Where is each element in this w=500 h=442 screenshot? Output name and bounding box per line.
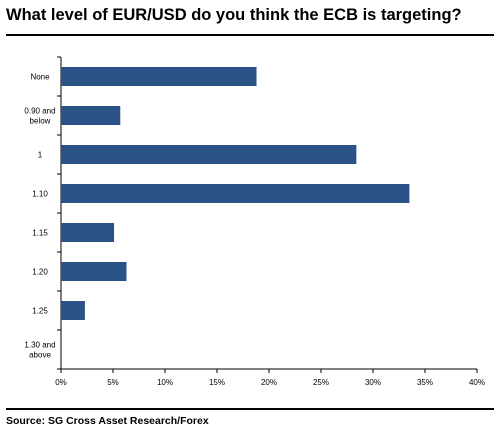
bar: [61, 262, 127, 281]
x-tick-label: 10%: [157, 378, 173, 387]
x-tick-label: 35%: [417, 378, 433, 387]
category-label: None: [30, 73, 50, 82]
category-label: 0.90 and below: [24, 107, 55, 126]
bar: [61, 145, 357, 164]
category-label: 1.10: [32, 190, 48, 199]
bar: [61, 301, 85, 320]
category-label: 1.30 and above: [24, 341, 55, 360]
bar: [61, 67, 257, 86]
x-tick-label: 30%: [365, 378, 381, 387]
source-note: Source: SG Cross Asset Research/Forex: [6, 415, 209, 427]
category-label: 1.25: [32, 307, 48, 316]
category-labels: None 0.90 and below 1 1.10 1.15 1.20 1.25 1.30 a…: [24, 73, 55, 360]
chart-title: What level of EUR/USD do you think the E…: [6, 6, 462, 24]
source-rule: [6, 408, 494, 410]
bar: [61, 223, 115, 242]
x-tick-label: 0%: [55, 378, 67, 387]
category-label: 1.20: [32, 268, 48, 277]
x-tick-label: 20%: [261, 378, 277, 387]
x-tick-label: 5%: [107, 378, 119, 387]
title-rule: [6, 34, 494, 36]
chart-axes: [57, 56, 478, 373]
category-label: 1: [38, 151, 43, 160]
category-label: 1.15: [32, 229, 48, 238]
x-tick-label: 25%: [313, 378, 329, 387]
x-tick-labels: 0% 5% 10% 15% 20% 25% 30% 35% 40%: [55, 378, 485, 387]
x-tick-label: 15%: [209, 378, 225, 387]
x-tick-label: 40%: [469, 378, 485, 387]
chart-bars: [61, 67, 410, 320]
bar: [61, 106, 121, 125]
bar: [61, 184, 410, 203]
